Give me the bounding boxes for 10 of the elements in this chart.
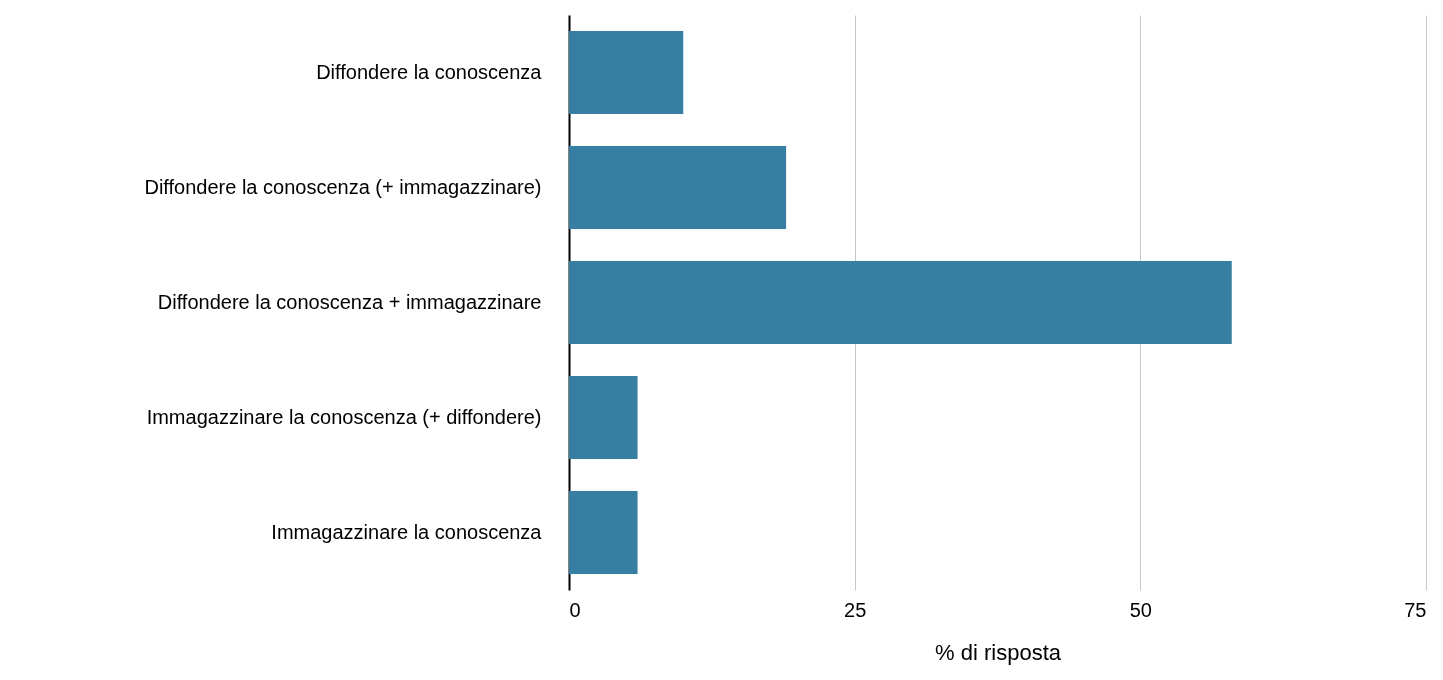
- y-tick-label: Immagazzinare la conoscenza (+ diffondere): [146, 405, 542, 428]
- y-tick-label: Immagazzinare la conoscenza: [271, 520, 543, 543]
- x-axis-title: % di risposta: [935, 639, 1062, 665]
- x-tick-label: 50: [1129, 598, 1152, 621]
- y-tick-label: Diffondere la conoscenza: [316, 60, 543, 83]
- x-tick-label: 0: [569, 598, 581, 621]
- y-tick-label: Diffondere la conoscenza (+ immagazzinare): [144, 175, 542, 198]
- x-tick-label: 75: [1404, 598, 1427, 621]
- x-tick-label: 25: [844, 598, 867, 621]
- y-tick-label: Diffondere la conoscenza + immagazzinare: [157, 290, 542, 313]
